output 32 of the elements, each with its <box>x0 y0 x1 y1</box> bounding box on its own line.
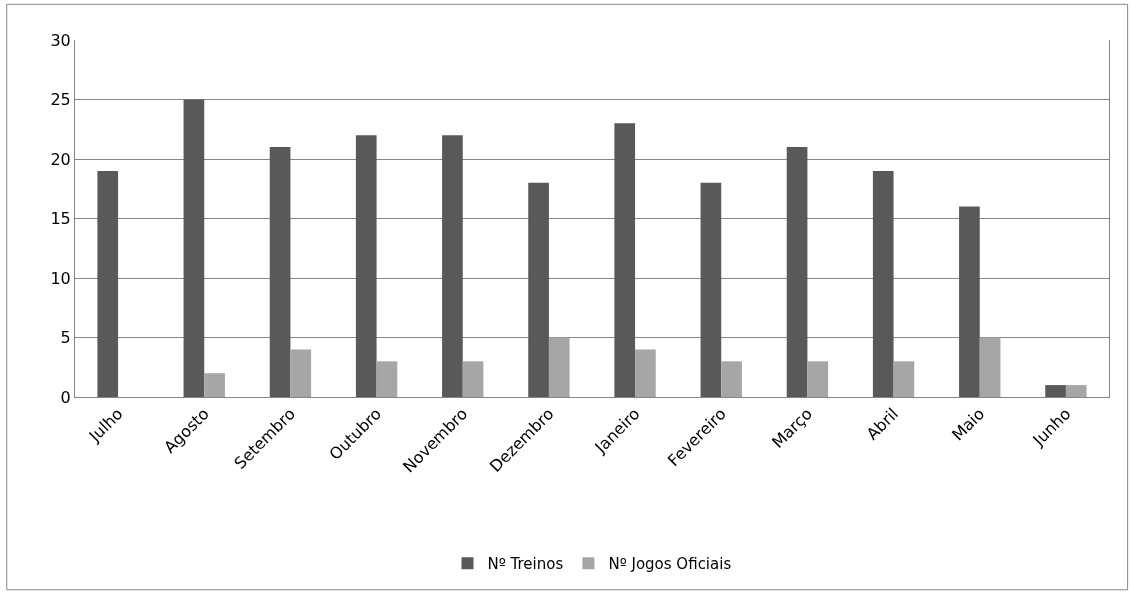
y-tick-label: 25 <box>50 90 71 110</box>
bar <box>1065 385 1087 397</box>
bar <box>442 135 463 397</box>
bar <box>614 123 636 397</box>
bar <box>635 349 656 397</box>
bar <box>959 206 980 397</box>
bar <box>97 170 119 397</box>
bar <box>700 182 722 397</box>
bar <box>376 361 398 397</box>
bar <box>979 337 1001 397</box>
bar <box>290 349 312 397</box>
bar <box>528 182 549 397</box>
bar <box>721 361 742 397</box>
bar <box>462 361 484 397</box>
bar <box>548 337 570 397</box>
y-tick-label: 5 <box>60 328 71 348</box>
y-tick-label: 0 <box>60 387 71 407</box>
bar <box>183 99 205 397</box>
legend-label: Nº Treinos <box>487 555 564 574</box>
bar <box>1045 385 1066 397</box>
bar <box>807 361 829 397</box>
legend-label: Nº Jogos Oficiais <box>608 555 732 574</box>
bar <box>786 147 808 397</box>
y-tick-label: 15 <box>50 209 71 229</box>
bar <box>893 361 915 397</box>
bar <box>269 147 291 397</box>
y-tick-label: 10 <box>50 268 71 288</box>
bar <box>204 373 225 397</box>
y-tick-label: 20 <box>50 149 71 169</box>
bar <box>355 135 377 397</box>
y-tick-label: 30 <box>50 30 71 50</box>
bar <box>872 170 894 397</box>
